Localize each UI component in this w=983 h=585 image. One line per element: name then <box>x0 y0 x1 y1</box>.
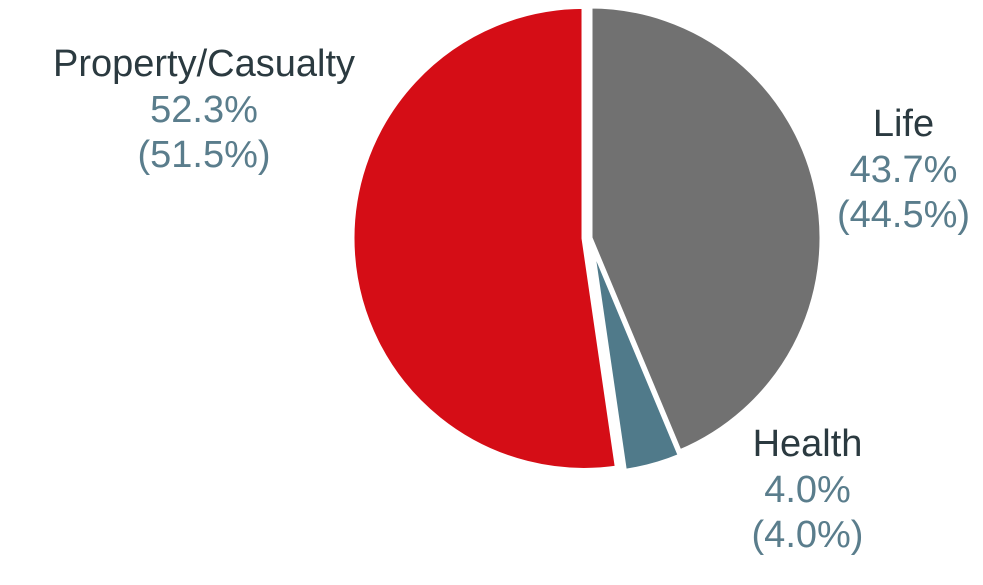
slice-prior-life: (44.5%) <box>826 193 981 239</box>
label-health: Health 4.0% (4.0%) <box>730 422 885 559</box>
slices-group <box>352 6 822 471</box>
slice-value-life: 43.7% <box>826 148 981 194</box>
slice-label-health: Health <box>730 422 885 468</box>
label-property-casualty: Property/Casualty 52.3% (51.5%) <box>8 42 400 179</box>
slice-label-property-casualty: Property/Casualty <box>8 42 400 88</box>
slice-prior-property-casualty: (51.5%) <box>8 133 400 179</box>
label-life: Life 43.7% (44.5%) <box>826 102 981 239</box>
slice-value-property-casualty: 52.3% <box>8 88 400 134</box>
slice-label-life: Life <box>826 102 981 148</box>
slice-prior-health: (4.0%) <box>730 513 885 559</box>
slice-value-health: 4.0% <box>730 468 885 514</box>
